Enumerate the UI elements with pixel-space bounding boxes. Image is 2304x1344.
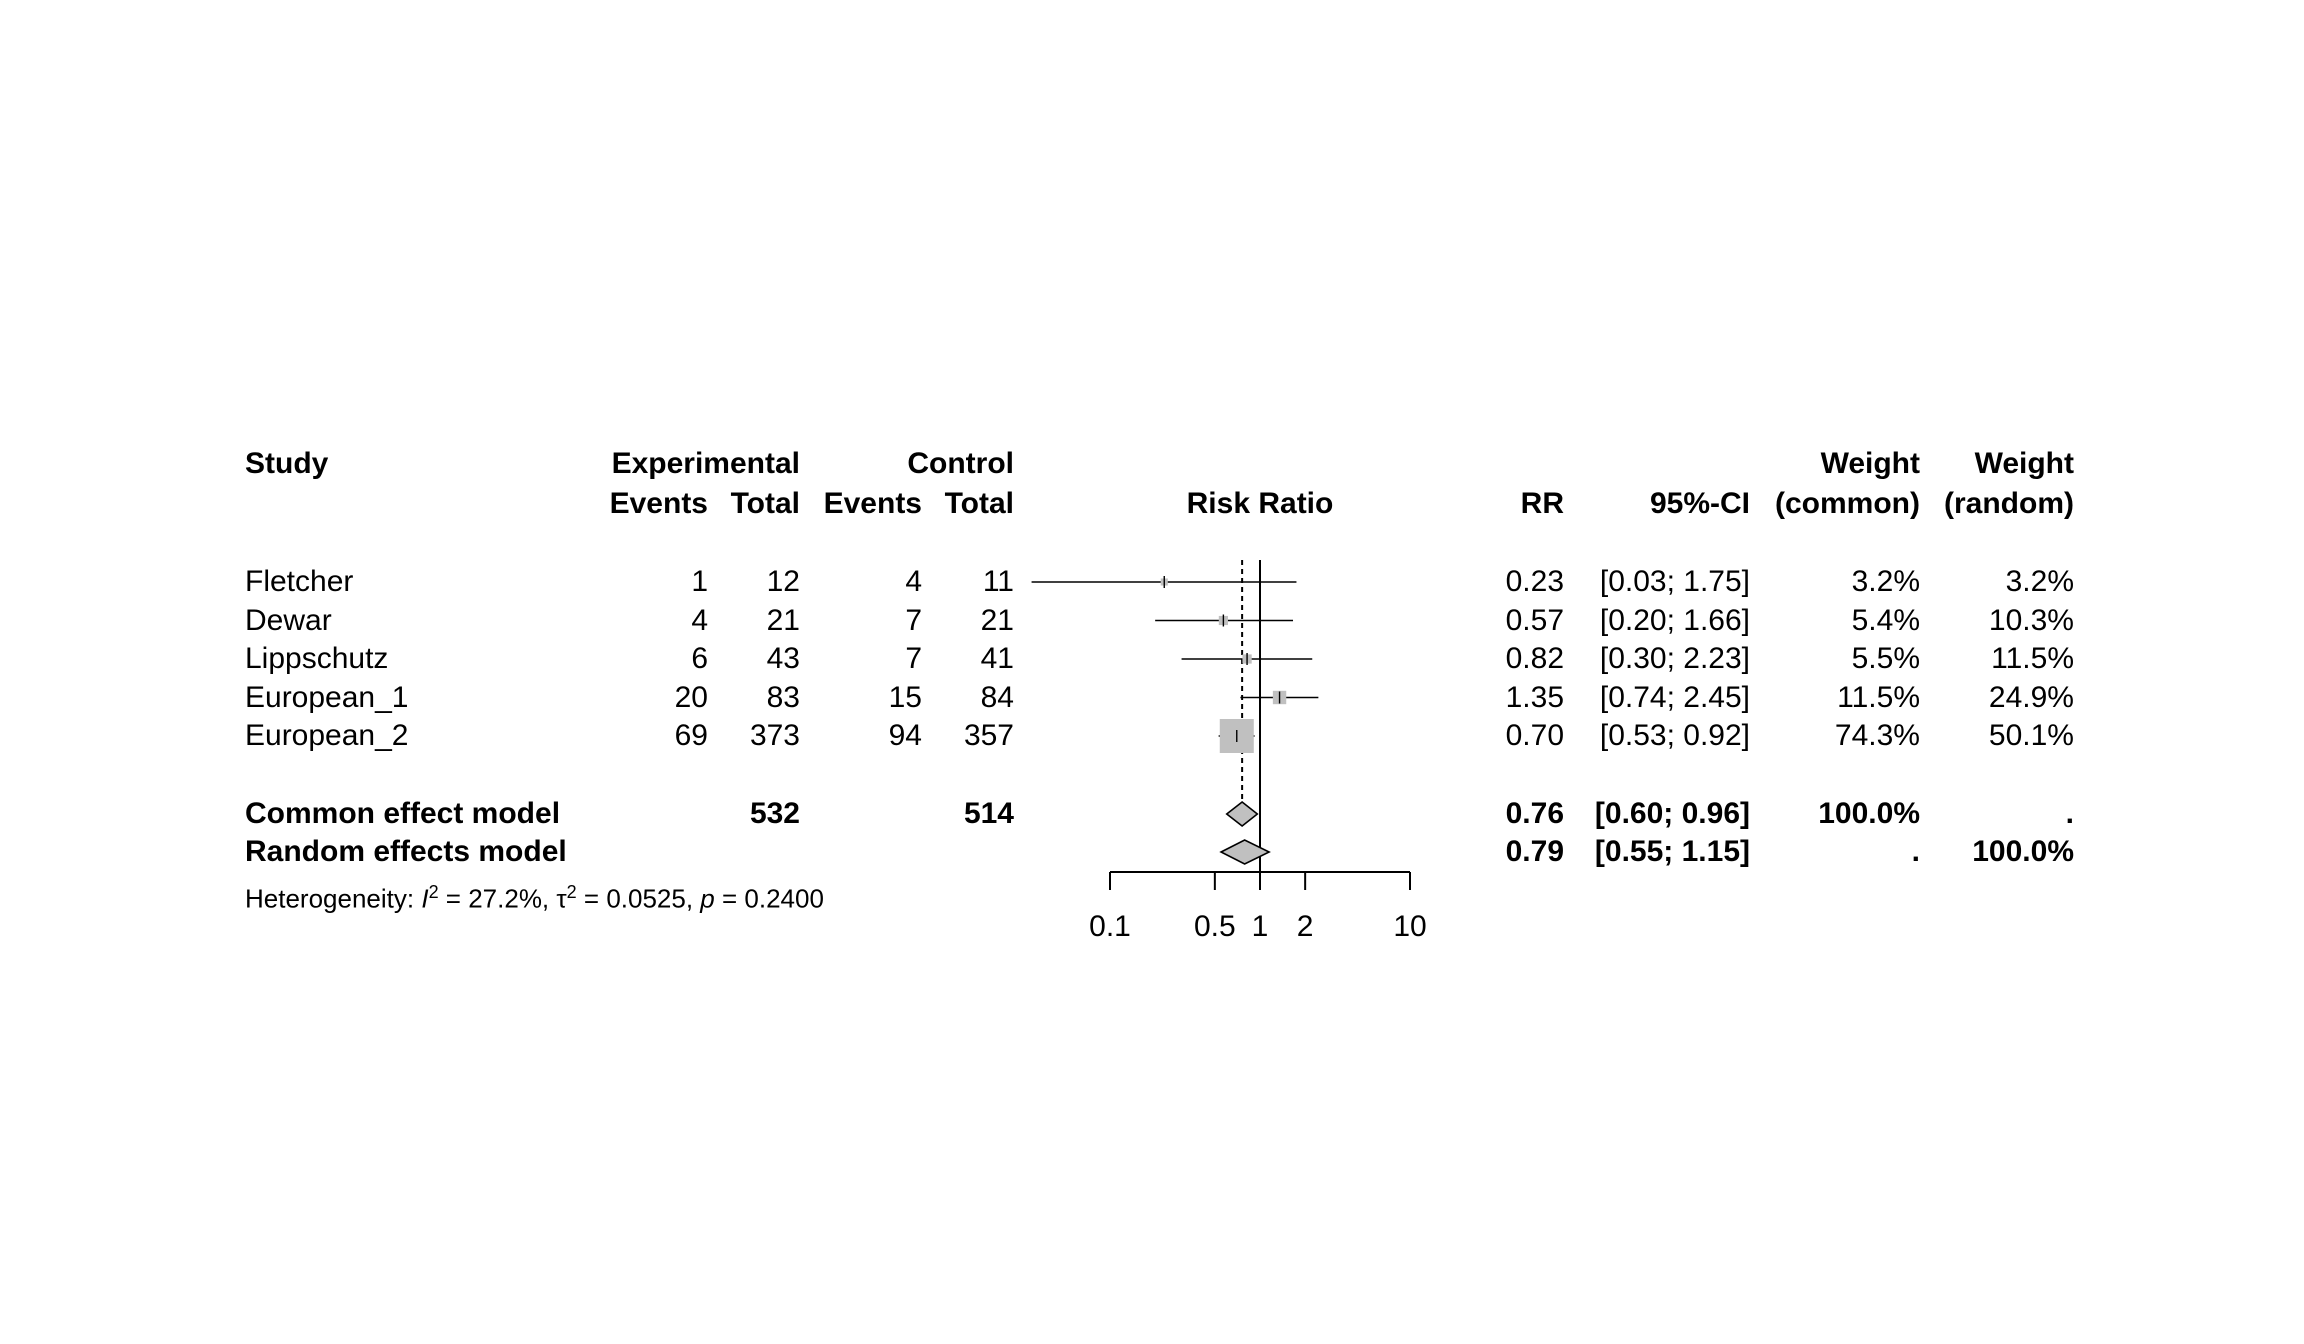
ctl-events: 94 — [888, 719, 922, 752]
common-ctl-total: 514 — [963, 797, 1014, 830]
random-weight-common: . — [1911, 835, 1920, 868]
study-weight-common: 11.5% — [1837, 680, 1920, 714]
study-name: Fletcher — [245, 565, 354, 598]
ctl-total: 84 — [980, 680, 1014, 714]
ctl-events: 7 — [905, 603, 922, 637]
header-ctl-total: Total — [944, 487, 1014, 520]
exp-events: 4 — [691, 603, 708, 637]
header-experimental: Experimental — [611, 447, 800, 480]
exp-total: 43 — [766, 642, 800, 675]
study-rr: 0.23 — [1505, 565, 1564, 598]
study-name: European_1 — [245, 680, 409, 714]
study-weight-common: 5.5% — [1851, 642, 1920, 675]
exp-total: 21 — [766, 603, 800, 637]
header-common: (common) — [1775, 487, 1920, 520]
ctl-total: 357 — [963, 719, 1014, 752]
study-weight-random: 3.2% — [2005, 565, 2074, 598]
header-exp-total: Total — [730, 487, 800, 520]
heterogeneity-text: Heterogeneity: I2 = 27.2%, τ2 = 0.0525, … — [245, 882, 824, 914]
ctl-events: 7 — [905, 642, 922, 675]
study-ci: [0.20; 1.66] — [1599, 603, 1750, 637]
x-tick-label: 10 — [1393, 910, 1426, 943]
header-study: Study — [245, 447, 329, 480]
x-tick-label: 1 — [1252, 910, 1269, 943]
common-weight-common: 100.0% — [1818, 797, 1920, 830]
study-ci: [0.53; 0.92] — [1599, 719, 1750, 752]
header-exp-events: Events — [609, 487, 708, 520]
header-weight-common: Weight — [1820, 447, 1920, 480]
ctl-total: 11 — [982, 565, 1014, 598]
exp-events: 69 — [674, 719, 708, 752]
exp-events: 1 — [691, 565, 708, 598]
header-rr: RR — [1520, 487, 1564, 520]
study-ci: [0.03; 1.75] — [1599, 565, 1750, 598]
exp-events: 20 — [674, 680, 708, 714]
exp-total: 12 — [766, 565, 800, 598]
study-weight-random: 11.5% — [1991, 642, 2074, 675]
study-name: Lippschutz — [245, 642, 389, 675]
exp-total: 373 — [749, 719, 800, 752]
study-name: Dewar — [245, 603, 332, 637]
study-rr: 1.35 — [1505, 680, 1564, 714]
study-weight-common: 74.3% — [1834, 719, 1920, 752]
header-weight-random: Weight — [1974, 447, 2074, 480]
common-weight-random: . — [2065, 797, 2074, 830]
header-random: (random) — [1944, 487, 2074, 520]
study-rr: 0.82 — [1505, 642, 1564, 675]
study-rr: 0.57 — [1505, 603, 1564, 637]
study-name: European_2 — [245, 719, 409, 752]
study-weight-common: 5.4% — [1851, 603, 1920, 637]
common-ci: [0.60; 0.96] — [1594, 797, 1750, 830]
common-effect-diamond — [1225, 800, 1259, 828]
study-rr: 0.70 — [1505, 719, 1564, 752]
random-rr: 0.79 — [1505, 835, 1564, 868]
ctl-events: 4 — [905, 565, 922, 598]
study-weight-random: 10.3% — [1988, 603, 2074, 637]
ctl-total: 41 — [980, 642, 1014, 675]
random-ci: [0.55; 1.15] — [1594, 835, 1750, 868]
ctl-total: 21 — [980, 603, 1014, 637]
study-ci: [0.74; 2.45] — [1599, 680, 1750, 714]
header-control: Control — [907, 447, 1014, 480]
common-rr: 0.76 — [1505, 797, 1564, 830]
common-model-label: Common effect model — [245, 797, 561, 830]
study-ci: [0.30; 2.23] — [1599, 642, 1750, 675]
exp-total: 83 — [766, 680, 800, 714]
x-tick-label: 0.1 — [1089, 910, 1131, 943]
exp-events: 6 — [691, 642, 708, 675]
x-tick-label: 0.5 — [1194, 910, 1236, 943]
header-risk-ratio: Risk Ratio — [1186, 487, 1334, 520]
random-model-label: Random effects model — [245, 835, 567, 868]
common-exp-total: 532 — [749, 797, 800, 830]
study-weight-common: 3.2% — [1851, 565, 1920, 598]
study-weight-random: 24.9% — [1988, 680, 2074, 714]
random-effects-diamond — [1219, 839, 1271, 865]
header-ctl-events: Events — [823, 487, 922, 520]
header-ci: 95%-CI — [1649, 487, 1750, 520]
x-tick-label: 2 — [1297, 910, 1314, 943]
ctl-events: 15 — [888, 680, 922, 714]
study-weight-random: 50.1% — [1988, 719, 2074, 752]
random-weight-random: 100.0% — [1972, 835, 2074, 868]
